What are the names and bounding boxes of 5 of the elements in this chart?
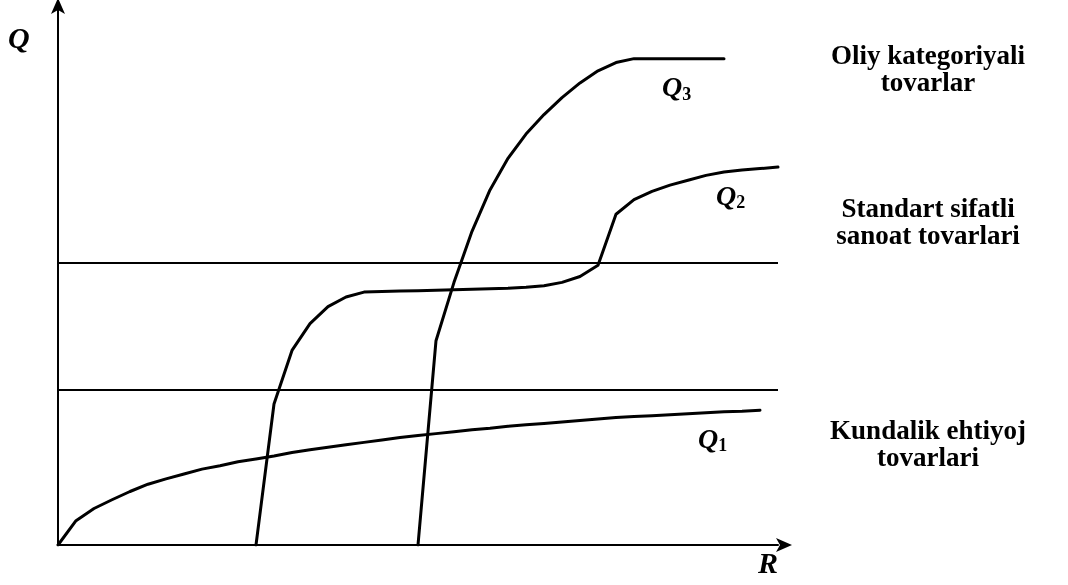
text: Oliy kategoriyali tovarlar xyxy=(830,40,1026,98)
text: Standart sifatli sanoat tovarlari xyxy=(836,192,1021,250)
x-axis-title: R xyxy=(757,545,779,579)
y-axis-title: Q xyxy=(8,20,30,54)
text: Kundalik ehtiyoj tovarlari xyxy=(830,414,1026,472)
